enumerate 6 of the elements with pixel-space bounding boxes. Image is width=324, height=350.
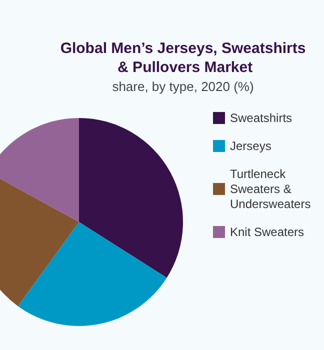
chart-subtitle: share, by type, 2020 (%): [112, 79, 254, 94]
chart-title: Global Men’s Jerseys, Sweatshirts & Pullovers Market: [60, 40, 306, 76]
legend-label: Knit Sweaters: [230, 225, 304, 239]
legend-label: Sweatshirts: [230, 111, 292, 125]
legend-label: Turtleneck Sweaters & Undersweaters: [230, 167, 311, 211]
legend-label: Jerseys: [230, 139, 272, 153]
